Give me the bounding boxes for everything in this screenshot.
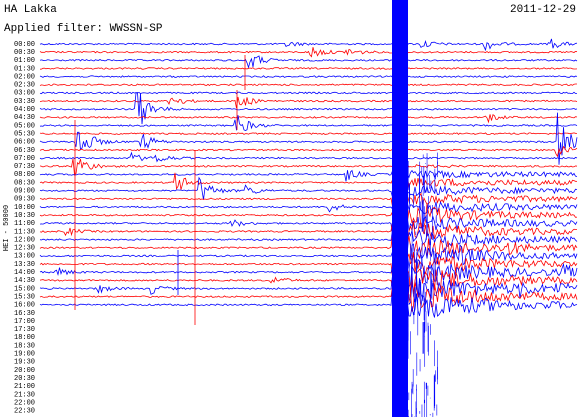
time-label: 03:00 xyxy=(14,90,35,98)
time-label: 22:00 xyxy=(14,399,35,407)
trace xyxy=(39,263,578,295)
time-label: 20:00 xyxy=(14,367,35,375)
trace xyxy=(39,176,578,200)
trace xyxy=(39,96,578,109)
time-label: 07:30 xyxy=(14,163,35,171)
time-label: 12:30 xyxy=(14,245,35,253)
time-label: 00:00 xyxy=(14,41,35,49)
time-label: 05:00 xyxy=(14,122,35,130)
trace xyxy=(39,233,578,261)
time-label: 11:30 xyxy=(14,228,35,236)
time-label: 04:00 xyxy=(14,106,35,114)
time-label: 12:00 xyxy=(14,236,35,244)
time-label: 16:00 xyxy=(14,302,35,310)
time-label: 15:00 xyxy=(14,285,35,293)
time-label: 13:30 xyxy=(14,261,35,269)
station-name: HA Lakka xyxy=(4,4,57,16)
trace xyxy=(39,132,578,135)
time-label: 11:00 xyxy=(14,220,35,228)
trace xyxy=(39,115,578,132)
time-label: 21:30 xyxy=(14,391,35,399)
time-label: 18:00 xyxy=(14,334,35,342)
time-label: 21:00 xyxy=(14,383,35,391)
trace xyxy=(39,83,577,87)
time-label: 15:30 xyxy=(14,293,35,301)
trace xyxy=(39,258,578,289)
time-label: 10:30 xyxy=(14,212,35,220)
time-label: 06:00 xyxy=(14,139,35,147)
trace xyxy=(39,172,578,191)
time-label: 02:30 xyxy=(14,82,35,90)
trace xyxy=(39,220,578,242)
time-label: 05:30 xyxy=(14,130,35,138)
time-label: 19:00 xyxy=(14,351,35,359)
time-label: 06:30 xyxy=(14,147,35,155)
trace xyxy=(39,191,578,207)
trace xyxy=(39,242,578,269)
time-label: 04:30 xyxy=(14,114,35,122)
trace xyxy=(39,75,578,78)
trace xyxy=(39,114,578,124)
trace xyxy=(39,169,578,182)
trace xyxy=(39,145,578,158)
time-label: 09:30 xyxy=(14,196,35,204)
trace xyxy=(39,55,578,69)
time-label: 00:30 xyxy=(14,49,35,57)
time-label: 22:30 xyxy=(14,408,35,416)
trace xyxy=(39,203,578,230)
time-label: 09:00 xyxy=(14,188,35,196)
time-label: 02:00 xyxy=(14,73,35,81)
time-label: 17:00 xyxy=(14,318,35,326)
trace xyxy=(39,67,578,70)
scale-label: HEI - 50000 xyxy=(3,205,11,251)
filter-label: Applied filter: WWSSN-SP xyxy=(4,23,163,35)
trace xyxy=(39,92,578,125)
time-label: 17:30 xyxy=(14,326,35,334)
time-label: 03:30 xyxy=(14,98,35,106)
trace xyxy=(39,47,578,58)
time-label: 01:30 xyxy=(14,65,35,73)
trace xyxy=(39,271,578,307)
time-label: 07:00 xyxy=(14,155,35,163)
time-label: 01:00 xyxy=(14,57,35,65)
time-label: 10:00 xyxy=(14,204,35,212)
trace xyxy=(39,250,578,281)
date-label: 2011-12-29 xyxy=(510,4,576,16)
trace xyxy=(39,38,578,52)
time-label: 19:30 xyxy=(14,359,35,367)
time-label: 14:00 xyxy=(14,269,35,277)
trace xyxy=(39,197,578,216)
trace xyxy=(39,112,578,165)
trace xyxy=(39,158,578,176)
time-label: 16:30 xyxy=(14,310,35,318)
time-label: 08:00 xyxy=(14,171,35,179)
saturated-band xyxy=(392,0,408,417)
trace xyxy=(39,215,578,235)
traces xyxy=(39,0,578,417)
time-label: 08:30 xyxy=(14,179,35,187)
time-label: 20:30 xyxy=(14,375,35,383)
trace xyxy=(39,151,578,163)
trace xyxy=(39,283,578,318)
trace xyxy=(39,91,578,95)
trace xyxy=(39,227,578,252)
time-label: 14:30 xyxy=(14,277,35,285)
time-label: 18:30 xyxy=(14,342,35,350)
time-label: 13:00 xyxy=(14,253,35,261)
